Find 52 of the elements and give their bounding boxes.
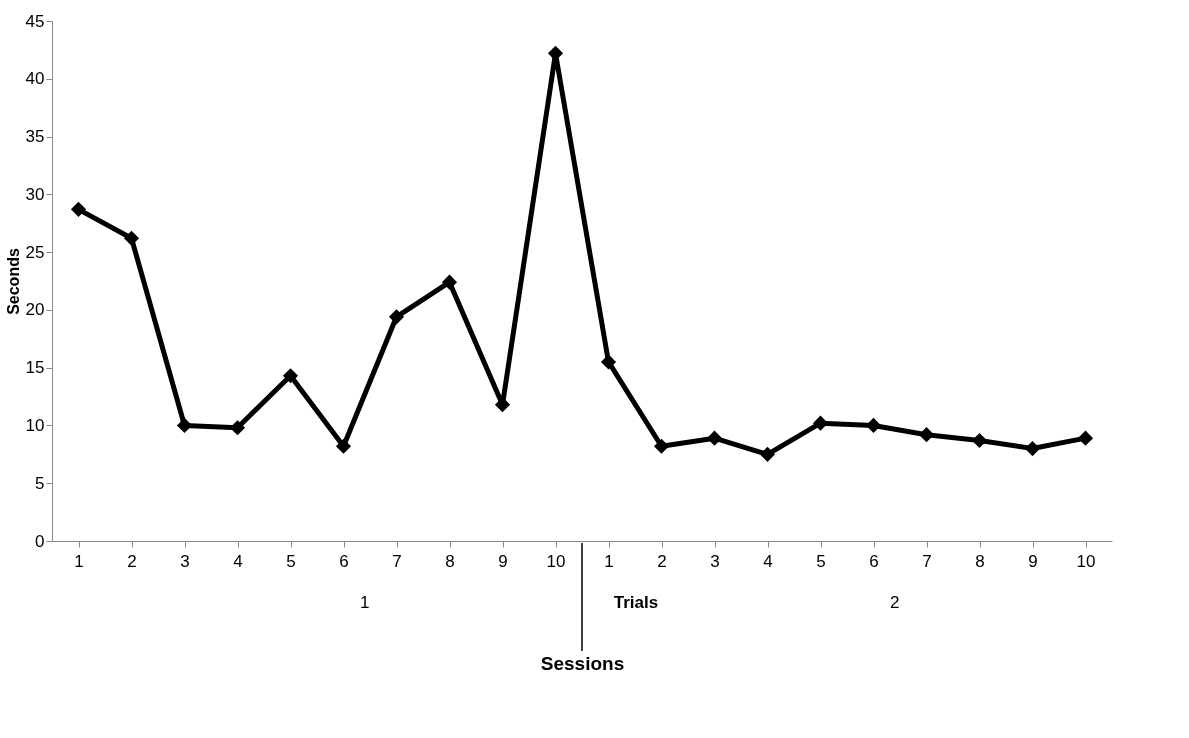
x-tick-label: 7 (922, 551, 932, 571)
x-axis-title: Sessions (540, 652, 625, 674)
y-tick-label: 30 (25, 184, 45, 204)
y-tick-label: 35 (25, 127, 45, 147)
x-tick-label: 2 (127, 551, 137, 571)
y-tick-label: 40 (25, 69, 45, 89)
x-tick-label: 10 (546, 551, 566, 571)
x-tick-label: 10 (1076, 551, 1096, 571)
x-tick-label: 4 (763, 551, 773, 571)
point (706, 430, 723, 446)
x-tick-label: 6 (869, 551, 879, 571)
point (600, 354, 617, 370)
x-tick-label: 3 (710, 551, 720, 571)
y-tick-label: 5 (35, 473, 45, 493)
x-tick-label: 8 (445, 551, 455, 571)
x-tick-label: 5 (816, 551, 826, 571)
point (335, 438, 352, 454)
point (865, 417, 882, 434)
point (971, 432, 988, 449)
y-tick-label: 0 (35, 531, 45, 551)
x-tick-label: 2 (657, 551, 667, 571)
x-tick-label: 7 (392, 551, 402, 571)
point (70, 201, 87, 217)
y-tick-label: 45 (25, 11, 45, 31)
text: Trials (613, 593, 659, 612)
point (918, 427, 935, 443)
point (653, 438, 670, 454)
x-tick-label: 9 (498, 551, 508, 571)
x-tick-label: 5 (286, 551, 296, 571)
x-tick-label: 4 (233, 551, 243, 571)
point (388, 309, 405, 325)
point (123, 230, 140, 246)
x-tick-label: 9 (1028, 551, 1038, 571)
x-tick-label: 1 (74, 551, 84, 571)
x-tick-label: 3 (180, 551, 190, 571)
point (282, 368, 299, 384)
x-tick-label: 1 (604, 551, 614, 571)
y-tick-label: 15 (25, 358, 45, 378)
point (441, 274, 458, 290)
point (176, 417, 193, 434)
y-tick-label: 10 (25, 415, 45, 435)
text: 1 (359, 593, 370, 612)
x-tick-label: 8 (975, 551, 985, 571)
text: 2 (889, 593, 900, 612)
y-tick-label: 25 (25, 242, 45, 262)
x-tick-label: 6 (339, 551, 349, 571)
point (494, 397, 511, 413)
point (759, 446, 776, 462)
point (1077, 430, 1094, 446)
y-tick-label: 20 (25, 300, 45, 320)
point (1024, 440, 1041, 457)
y-axis-title: Seconds (4, 248, 22, 315)
